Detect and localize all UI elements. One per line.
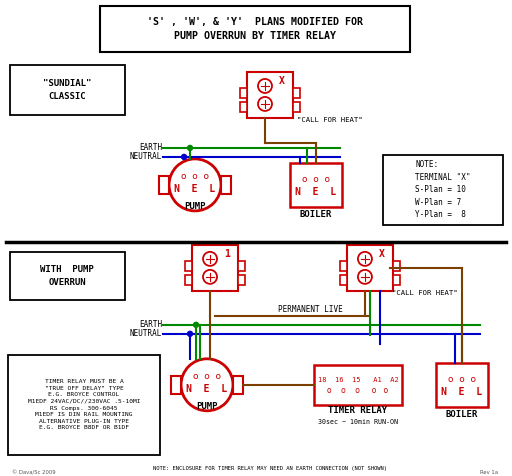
Text: N  E  L: N E L <box>441 387 482 397</box>
Bar <box>393 261 400 271</box>
Text: o  o  o: o o o <box>193 372 221 381</box>
Bar <box>340 261 347 271</box>
Text: BOILER: BOILER <box>446 410 478 419</box>
Text: NOTE: ENCLOSURE FOR TIMER RELAY MAY NEED AN EARTH CONNECTION (NOT SHOWN): NOTE: ENCLOSURE FOR TIMER RELAY MAY NEED… <box>153 466 387 471</box>
Bar <box>100 6 410 52</box>
Bar <box>8 355 160 455</box>
Bar <box>340 275 347 285</box>
Bar <box>436 363 488 407</box>
Bar <box>221 176 231 194</box>
Bar <box>293 102 300 112</box>
Text: 1: 1 <box>224 249 230 259</box>
Bar <box>233 376 243 394</box>
Text: © Dava/Sc 2009: © Dava/Sc 2009 <box>12 470 56 476</box>
Bar <box>347 245 393 291</box>
Text: "CALL FOR HEAT": "CALL FOR HEAT" <box>392 290 458 296</box>
Circle shape <box>187 331 193 337</box>
Text: TIMER RELAY MUST BE A
"TRUE OFF DELAY" TYPE
E.G. BROYCE CONTROL
M1EDF 24VAC/DC//: TIMER RELAY MUST BE A "TRUE OFF DELAY" T… <box>28 379 140 430</box>
Bar <box>393 275 400 285</box>
Bar <box>314 365 402 405</box>
Text: NEUTRAL: NEUTRAL <box>130 152 162 161</box>
Text: PUMP: PUMP <box>184 202 206 211</box>
Text: EARTH: EARTH <box>139 143 162 152</box>
Text: WITH  PUMP
OVERRUN: WITH PUMP OVERRUN <box>40 265 94 287</box>
Text: "CALL FOR HEAT": "CALL FOR HEAT" <box>297 117 363 123</box>
Circle shape <box>182 154 186 159</box>
Bar <box>10 65 125 115</box>
Text: 30sec ~ 10min RUN-ON: 30sec ~ 10min RUN-ON <box>318 419 398 425</box>
Bar <box>293 88 300 98</box>
Text: X: X <box>279 76 285 86</box>
Bar <box>383 155 503 225</box>
Bar <box>240 88 247 98</box>
Circle shape <box>187 146 193 150</box>
Text: NOTE:
TERMINAL "X"
S-Plan = 10
W-Plan = 7
Y-Plan =  8: NOTE: TERMINAL "X" S-Plan = 10 W-Plan = … <box>415 160 471 219</box>
Bar <box>238 261 245 271</box>
Text: PUMP: PUMP <box>196 402 218 411</box>
Text: X: X <box>379 249 385 259</box>
Text: 18  16  15   A1  A2: 18 16 15 A1 A2 <box>317 377 398 383</box>
Text: N  E  L: N E L <box>295 187 336 197</box>
Text: o  o  o: o o o <box>302 175 330 184</box>
Text: o    o    o     o   o: o o o o o <box>327 387 389 395</box>
Text: NEUTRAL: NEUTRAL <box>130 329 162 338</box>
Bar <box>240 102 247 112</box>
Bar <box>247 72 293 118</box>
Bar <box>185 275 192 285</box>
Bar <box>185 261 192 271</box>
Bar <box>192 245 238 291</box>
Text: N  E  L: N E L <box>175 184 216 194</box>
Bar <box>159 176 169 194</box>
Bar <box>238 275 245 285</box>
Text: N  E  L: N E L <box>186 384 228 394</box>
Circle shape <box>194 322 199 327</box>
Bar <box>290 163 342 207</box>
Text: BOILER: BOILER <box>300 210 332 219</box>
Text: TIMER RELAY: TIMER RELAY <box>328 407 388 415</box>
Text: PERMANENT LIVE: PERMANENT LIVE <box>278 305 343 314</box>
Bar <box>171 376 181 394</box>
Text: Rev 1a: Rev 1a <box>480 470 498 475</box>
Bar <box>10 252 125 300</box>
Text: "SUNDIAL"
CLASSIC: "SUNDIAL" CLASSIC <box>43 79 91 101</box>
Text: EARTH: EARTH <box>139 320 162 329</box>
Text: o  o  o: o o o <box>448 375 476 384</box>
Text: 'S' , 'W', & 'Y'  PLANS MODIFIED FOR
PUMP OVERRUN BY TIMER RELAY: 'S' , 'W', & 'Y' PLANS MODIFIED FOR PUMP… <box>147 17 363 41</box>
Text: o  o  o: o o o <box>181 172 209 181</box>
